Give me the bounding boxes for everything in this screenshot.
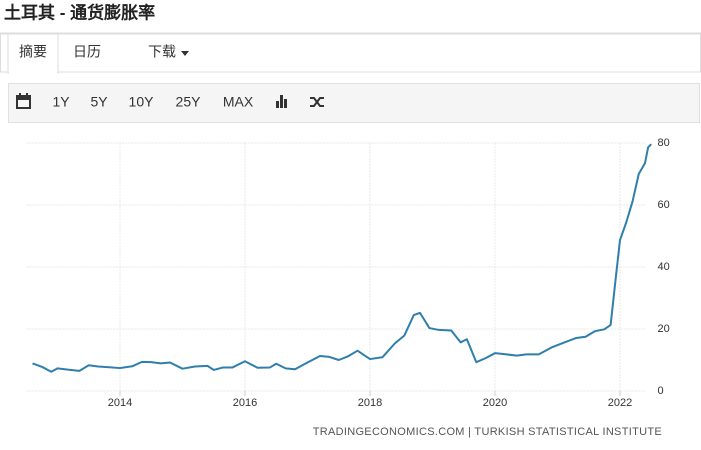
x-tick-label: 2018 <box>358 397 382 409</box>
range-button[interactable]: 10Y <box>129 94 155 110</box>
source: TRADINGECONOMICS.COM | TURKISH STATISTIC… <box>313 426 662 438</box>
x-tick-label: 2020 <box>483 397 507 409</box>
y-tick-label: 20 <box>658 323 670 335</box>
range-button[interactable]: MAX <box>223 94 254 110</box>
y-tick-label: 80 <box>658 137 670 149</box>
x-tick-label: 2022 <box>608 397 632 409</box>
tab-bar <box>0 33 701 73</box>
bar-chart-icon[interactable] <box>276 95 287 108</box>
x-tick-label: 2014 <box>108 397 132 409</box>
tab[interactable]: 日历 <box>73 44 101 60</box>
dropdown-caret <box>181 51 189 56</box>
toolbar <box>8 83 700 123</box>
shuffle-icon[interactable] <box>310 97 324 107</box>
tab[interactable]: 下载 <box>148 44 176 60</box>
y-tick-label: 60 <box>658 199 670 211</box>
y-tick-label: 0 <box>658 385 664 397</box>
plot: 0 20 40 60 80 2014 2016 2018 2020 2022 <box>26 137 670 409</box>
calendar-icon[interactable] <box>16 93 31 109</box>
data-line <box>32 143 652 373</box>
range-button[interactable]: 1Y <box>52 94 70 110</box>
range-button[interactable]: 25Y <box>176 94 202 110</box>
tab[interactable]: 摘要 <box>19 44 47 60</box>
y-tick-label: 40 <box>658 261 670 273</box>
tab-cover <box>9 70 57 74</box>
page-title: 土耳其 - 通货膨胀率 <box>4 2 155 22</box>
range-button[interactable]: 5Y <box>90 94 108 110</box>
x-tick-label: 2016 <box>233 397 257 409</box>
